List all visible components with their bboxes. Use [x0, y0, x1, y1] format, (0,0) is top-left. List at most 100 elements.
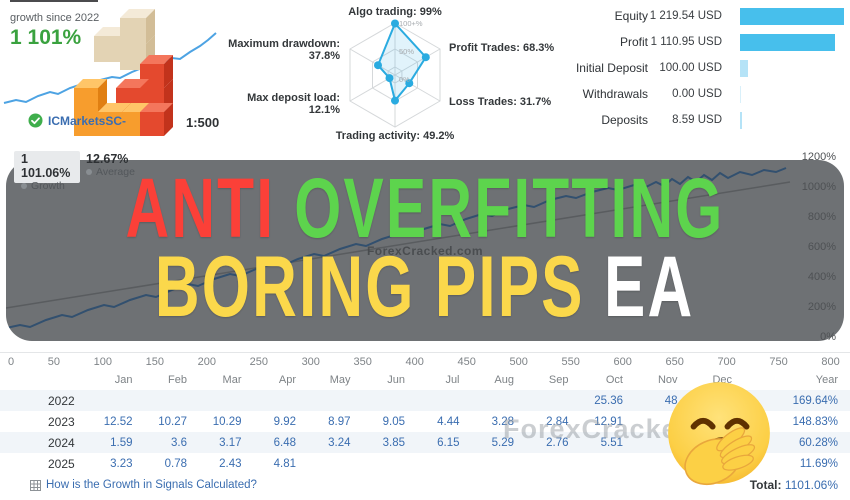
y-axis-tick: 1200%	[801, 151, 836, 163]
account-row: Deposits 8.59 USD	[560, 107, 844, 133]
x-axis-tick: 700	[717, 356, 736, 368]
growth-help-link[interactable]: How is the Growth in Signals Calculated?	[30, 479, 257, 491]
banner-word-anti: ANTI	[125, 161, 276, 255]
month-header: May	[329, 374, 351, 386]
table-cell: 12.52	[103, 415, 133, 428]
row-year-total: 148.83%	[792, 415, 838, 428]
y-axis-tick: 1000%	[801, 181, 836, 193]
x-axis-tick: 300	[301, 356, 320, 368]
table-cell: 9.92	[273, 415, 296, 428]
account-row-bar	[740, 33, 844, 51]
row-year-label: 2022	[48, 393, 75, 408]
month-header: Jun	[387, 374, 405, 386]
radar-chart: 100+% 50% 0%	[349, 19, 441, 128]
yawning-face-emoji	[668, 382, 770, 486]
x-axis-tick: 0	[8, 356, 15, 368]
month-header: Feb	[168, 374, 187, 386]
month-header: Oct	[605, 374, 623, 386]
table-row: 2023 12.52 10.27 10.29 9.92 8.97 9.05 4.44 3.28 2…	[0, 411, 850, 432]
x-axis-tick: 400	[405, 356, 424, 368]
account-row-label: Deposits	[601, 113, 648, 127]
banner-title: ANTI OVERFITTING BORING PIPS EA	[6, 160, 844, 341]
watermark-banner: ForexCracked.com	[366, 244, 484, 258]
grid-icon	[30, 479, 41, 491]
verified-check-icon	[28, 113, 43, 128]
table-cell: 4.44	[437, 415, 460, 428]
account-row-label: Profit	[619, 35, 648, 49]
month-header: Nov	[657, 374, 678, 386]
table-cell: 6.48	[273, 436, 296, 449]
y-axis-tick: 0%	[820, 331, 836, 343]
account-row-value: 0.00 USD	[672, 88, 722, 100]
table-row: 2024 1.59 3.6 3.17 6.48 3.24 3.85 6.15 5.29 2.76 5…	[0, 432, 850, 453]
table-cell: 2.84	[546, 415, 569, 428]
x-axis-tick: 100	[93, 356, 112, 368]
growth-line-chart	[6, 167, 791, 329]
average-tab-label: Average	[96, 166, 135, 178]
table-cell: 3.85	[382, 436, 405, 449]
table-cell: 6.15	[437, 436, 460, 449]
account-row-bar	[740, 7, 844, 25]
tab-average[interactable]: 12.67% Average	[86, 152, 135, 178]
month-header: Apr	[278, 374, 296, 386]
radar-label-max-deposit-load: Max deposit load: 12.1%	[247, 92, 340, 116]
table-cell: 2.76	[546, 436, 569, 449]
broker-name-link[interactable]: ICMarketsSC-	[48, 113, 127, 128]
x-axis-tick: 200	[197, 356, 216, 368]
x-axis-tick: 250	[249, 356, 268, 368]
month-header: Jan	[114, 374, 133, 386]
x-axis-tick: 600	[613, 356, 632, 368]
table-cell: 5.51	[600, 436, 623, 449]
legend-dot	[21, 183, 27, 189]
table-cell: 4.81	[273, 457, 296, 470]
account-row: Profit 1 110.95 USD	[560, 29, 844, 55]
account-stats: Equity 1 219.54 USD Profit 1 110.95 USD Init…	[560, 3, 844, 133]
growth-caption: growth since 2022	[10, 12, 100, 24]
table-total: Total: 1101.06%	[750, 478, 838, 492]
y-axis-tick: 600%	[807, 241, 836, 253]
radar-data-points	[374, 19, 430, 105]
table-cell: 3.24	[328, 436, 351, 449]
banner-word-ea: EA	[604, 238, 695, 335]
radar-label-profit-trades: Profit Trades: 68.3%	[449, 42, 555, 54]
account-row-bar	[740, 85, 844, 103]
broker-row: ICMarketsSC-	[28, 113, 126, 128]
x-axis-ticks: 0 50 100 150 200 250 300 350 400 450 500 550 600 650 7…	[0, 352, 850, 368]
table-header-row: Jan Feb Mar Apr May Jun Jul Aug Sep Oct Nov Dec Year	[0, 370, 850, 390]
banner-word-overfitting: OVERFITTING	[294, 161, 725, 255]
x-axis-tick: 800	[821, 356, 840, 368]
banner-word-boring-pips: BORING PIPS	[155, 238, 586, 335]
x-axis-tick: 500	[509, 356, 528, 368]
month-header: Jul	[445, 374, 460, 386]
total-label: Total:	[749, 478, 782, 492]
month-header: Aug	[494, 374, 514, 386]
account-row-bar	[740, 59, 844, 77]
x-axis-tick: 350	[353, 356, 372, 368]
month-header: Sep	[548, 374, 569, 386]
growth-percent: 1 101.06%	[21, 152, 71, 180]
table-footer: How is the Growth in Signals Calculated?…	[0, 478, 850, 492]
monthly-growth-table: Jan Feb Mar Apr May Jun Jul Aug Sep Oct Nov Dec Year…	[0, 370, 850, 474]
account-row-value: 1 219.54 USD	[649, 10, 722, 22]
monthly-table-body: 2022 25.36 48 169.64% 2023 12.52 10.27 10.29 9.9…	[0, 390, 850, 474]
x-axis-tick: 750	[769, 356, 788, 368]
table-row: 2025 3.23 0.78 2.43 4.81 11.69%	[0, 453, 850, 474]
account-row-label: Withdrawals	[582, 87, 648, 101]
table-cell: 3.23	[110, 457, 133, 470]
row-year-label: 2023	[48, 414, 75, 429]
x-axis-tick: 50	[47, 356, 60, 368]
tab-growth[interactable]: 1 101.06% Growth	[14, 151, 80, 192]
table-row: 2022 25.36 48 169.64%	[0, 390, 850, 411]
table-cell: 2.43	[219, 457, 242, 470]
growth-value: 1 101%	[10, 26, 82, 49]
x-axis-tick: 450	[457, 356, 476, 368]
account-row: Withdrawals 0.00 USD	[560, 81, 844, 107]
x-axis-tick: 650	[665, 356, 684, 368]
table-cell: 8.97	[328, 415, 351, 428]
row-year-label: 2024	[48, 435, 75, 450]
radar-label-loss-trades: Loss Trades: 31.7%	[449, 96, 552, 108]
table-cell: 3.17	[219, 436, 242, 449]
average-percent: 12.67%	[86, 152, 129, 166]
y-axis-tick: 400%	[807, 271, 836, 283]
radar-ring-label: 100+%	[399, 19, 423, 28]
